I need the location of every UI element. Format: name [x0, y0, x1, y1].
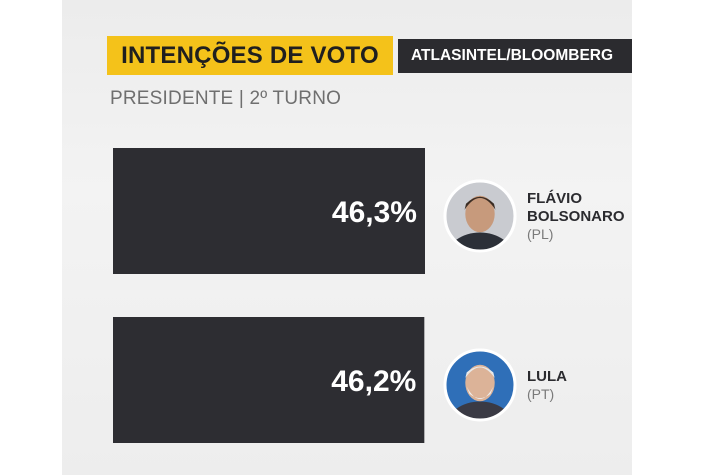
bar-1	[113, 317, 425, 443]
title-banner: INTENÇÕES DE VOTO	[107, 36, 393, 75]
chart-title: INTENÇÕES DE VOTO	[121, 41, 379, 69]
candidate-photo-icon	[443, 179, 517, 253]
bar-0	[113, 148, 425, 274]
source-banner: ATLASINTEL/BLOOMBERG	[398, 39, 632, 73]
candidate-name-0-0: FLÁVIO	[527, 190, 582, 207]
data-label-0: 46,3%	[332, 196, 417, 229]
poll-source: ATLASINTEL/BLOOMBERG	[411, 47, 614, 64]
data-label-1: 46,2%	[331, 365, 416, 398]
candidate-photo-icon	[443, 348, 517, 422]
candidate-name-0-1: BOLSONARO	[527, 208, 625, 225]
candidate-name-1-0: LULA	[527, 368, 567, 385]
candidate-party-0: (PL)	[527, 226, 553, 242]
candidate-party-1: (PT)	[527, 386, 554, 402]
poll-graphic: INTENÇÕES DE VOTO ATLASINTEL/BLOOMBERG P…	[62, 0, 632, 475]
chart-subtitle: PRESIDENTE | 2º TURNO	[110, 88, 342, 109]
